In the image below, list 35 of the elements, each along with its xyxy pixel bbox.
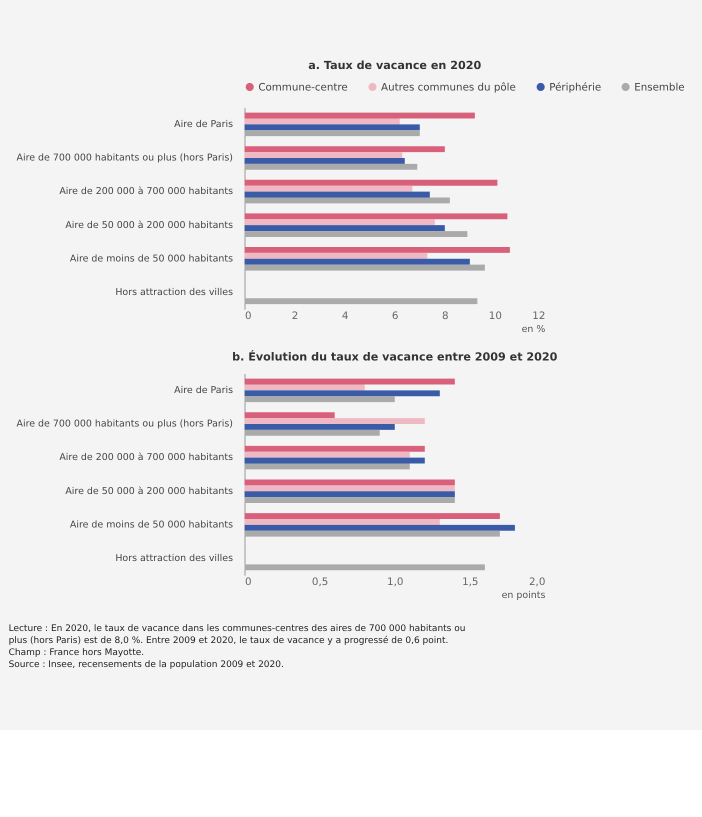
legend-label: Commune-centre xyxy=(258,81,348,94)
x-axis-title: en % xyxy=(522,324,546,335)
legend-label: Autres communes du pôle xyxy=(381,81,516,94)
y-tick-label: Aire de Paris xyxy=(174,384,234,396)
source-note: Source : Insee, recensements de la population 2009 et 2020. xyxy=(8,660,284,670)
x-tick-label: 2 xyxy=(292,310,298,322)
x-tick-label: 1,5 xyxy=(462,576,478,588)
x-tick-label: 0 xyxy=(245,576,252,588)
x-tick-label: 10 xyxy=(488,310,502,322)
chart-title: a. Taux de vacance en 2020 xyxy=(308,58,482,72)
chart-title: b. Évolution du taux de vacance entre 2009 et 2020 xyxy=(232,350,558,364)
y-tick-label: Aire de 50 000 à 200 000 habitants xyxy=(65,486,234,497)
y-tick-label: Aire de 700 000 habitants ou plus (hors Paris) xyxy=(16,152,233,164)
y-tick-label: Aire de 50 000 à 200 000 habitants xyxy=(65,220,234,231)
y-tick-label: Aire de moins de 50 000 habitants xyxy=(70,519,234,530)
text: Champ : France hors Mayotte. xyxy=(8,648,144,658)
y-tick-label: Aire de Paris xyxy=(174,118,234,130)
x-tick-label: 0,5 xyxy=(312,576,328,588)
legend-label: Ensemble xyxy=(634,81,685,94)
y-tick-label: Hors attraction des villes xyxy=(115,286,234,298)
x-tick-label: 8 xyxy=(442,310,449,322)
text: Lecture : En 2020, le taux de vacance dans les communes-centres des aires de 700 000 habitants ou plus (hors Paris) est de 8,0 %. Entre 2009 et 2020, le taux de vacance y a progressé de 0,6 point. xyxy=(8,624,466,646)
y-tick-label: Aire de moins de 50 000 habitants xyxy=(70,253,234,264)
x-tick-label: 2,0 xyxy=(529,576,546,588)
legend-label: Périphérie xyxy=(549,81,602,94)
x-tick-label: 6 xyxy=(392,310,398,322)
x-tick-label: 0 xyxy=(245,310,252,322)
x-axis-title: en points xyxy=(502,590,546,601)
y-tick-label: Hors attraction des villes xyxy=(115,553,234,564)
x-tick-label: 1,0 xyxy=(387,576,404,588)
x-tick-label: 4 xyxy=(342,310,348,322)
y-tick-label: Aire de 200 000 à 700 000 habitants xyxy=(59,452,234,464)
y-tick-label: Aire de 700 000 habitants ou plus (hors Paris) xyxy=(16,418,233,430)
y-tick-label: Aire de 200 000 à 700 000 habitants xyxy=(59,186,234,198)
x-tick-label: 12 xyxy=(532,310,546,322)
